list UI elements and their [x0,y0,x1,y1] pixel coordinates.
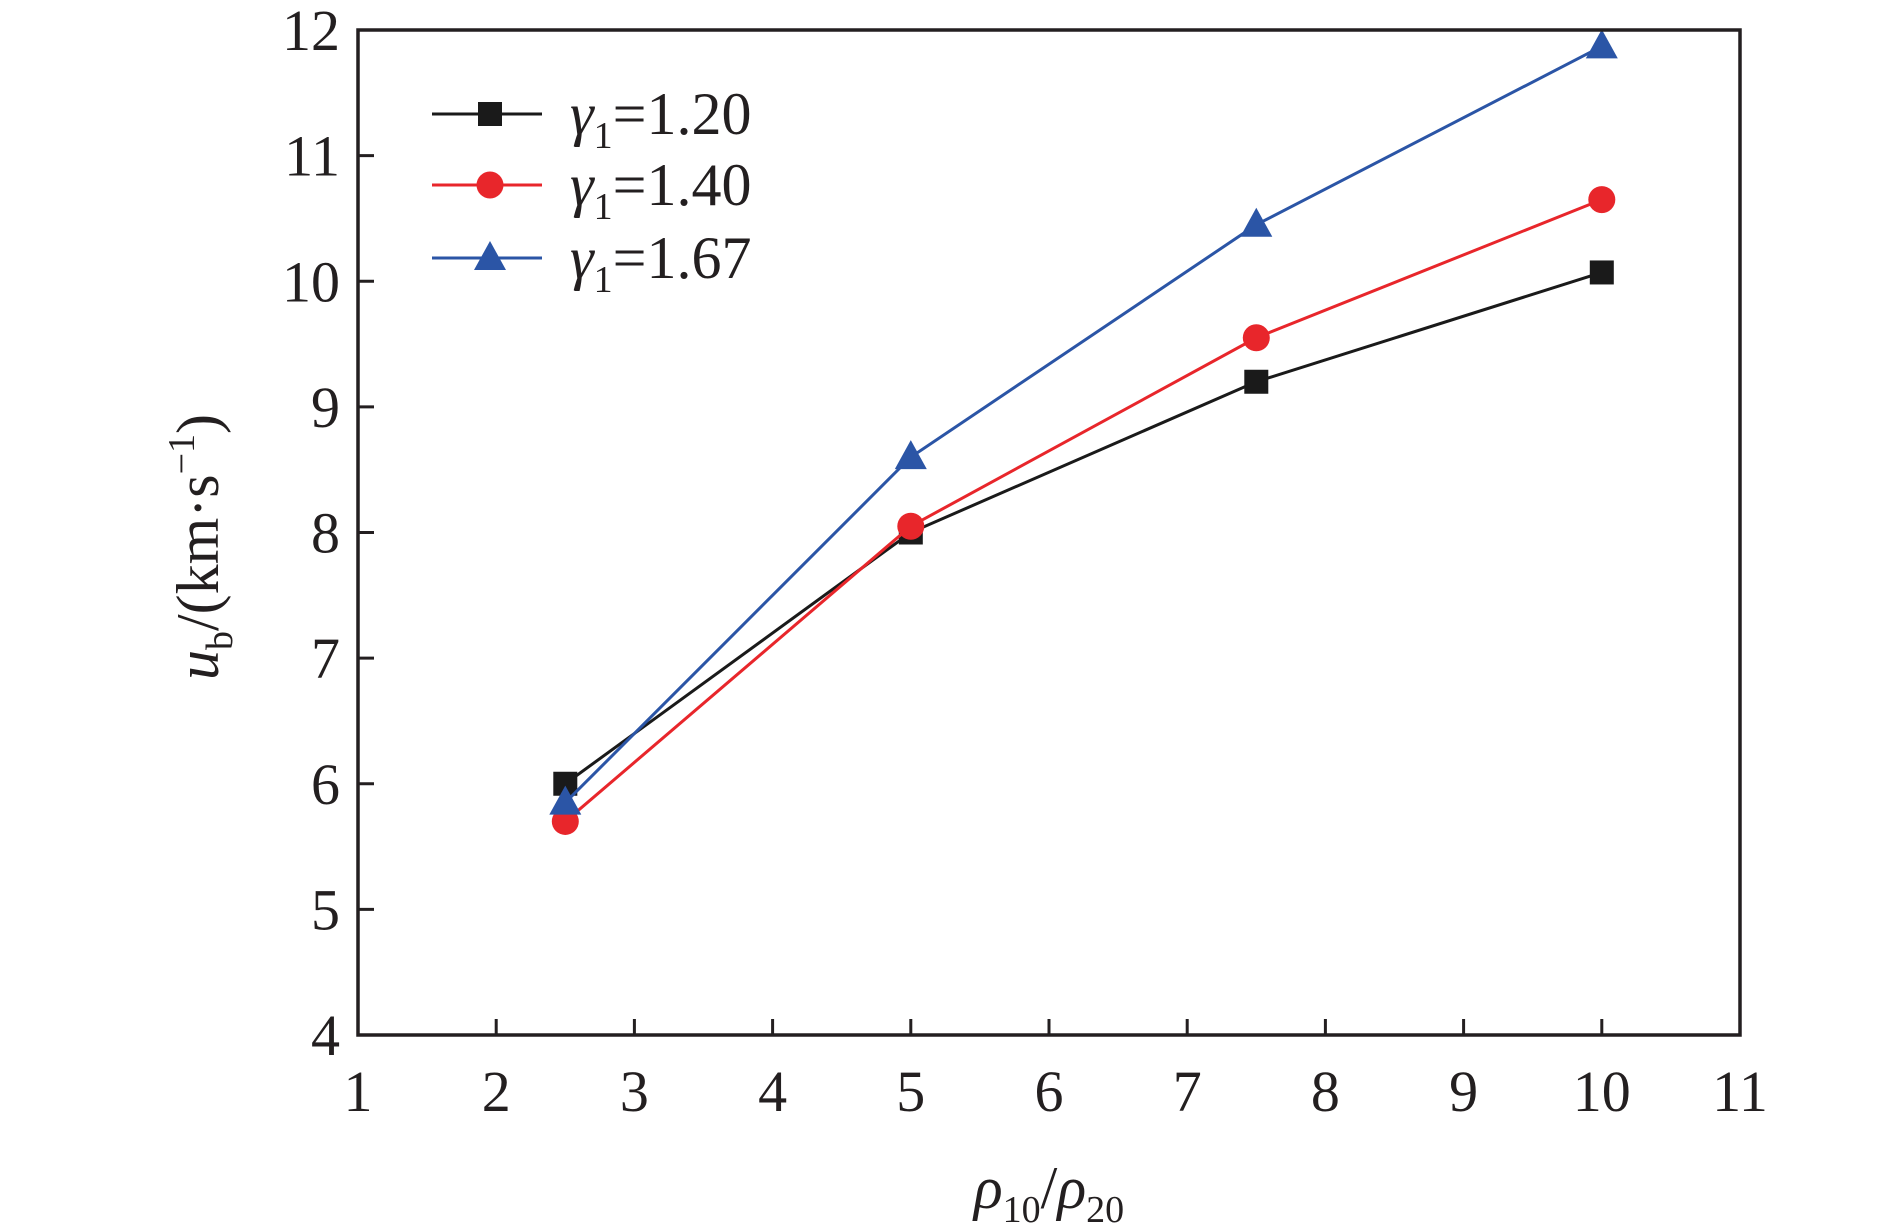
data-point [1585,29,1618,59]
y-tick-label: 8 [311,501,340,566]
data-point [1242,324,1270,352]
series-line [564,198,1603,823]
x-tick-label: 10 [1573,1059,1631,1124]
legend-marker [476,171,504,199]
legend-item: γ1=1.40 [432,152,752,228]
data-point [1244,369,1269,394]
data-point [894,440,927,470]
series-line [564,271,1603,785]
y-tick-label: 12 [282,0,340,63]
x-tick-label: 9 [1449,1059,1478,1124]
y-tick-label: 10 [282,249,340,314]
legend-item: γ1=1.67 [432,225,752,301]
x-tick-label: 1 [344,1059,373,1124]
legend-label: γ1=1.67 [570,225,752,301]
data-point [551,807,579,835]
data-point [549,785,582,815]
data-point [1588,186,1616,214]
x-tick-label: 3 [620,1059,649,1124]
series-layer [549,29,1618,835]
plot-frame [356,28,1742,1037]
y-tick-label: 4 [311,1003,340,1068]
data-point [1240,207,1273,237]
series-3 [549,29,1618,815]
x-tick-label: 11 [1712,1059,1768,1124]
data-point [1589,260,1614,285]
x-tick-label: 6 [1035,1059,1064,1124]
x-tick-label: 2 [482,1059,511,1124]
legend-label: γ1=1.20 [570,81,752,157]
x-tick-label: 4 [758,1059,787,1124]
y-tick-label: 9 [311,375,340,440]
x-tick-label: 7 [1173,1059,1202,1124]
series-2 [551,186,1616,835]
data-point [897,512,925,540]
y-tick-label: 11 [284,124,340,189]
x-tick-label: 5 [896,1059,925,1124]
x-axis-title: ρ10/ρ20 [972,1155,1124,1223]
legend-label: γ1=1.40 [570,152,752,228]
y-tick-label: 5 [311,877,340,942]
y-tick-label: 7 [311,626,340,691]
y-axis-title: ub/(km·s−1) [161,414,241,680]
legend-item: γ1=1.20 [432,81,752,157]
x-tick-label: 8 [1311,1059,1340,1124]
series-line [564,44,1603,804]
legend-marker [478,102,502,126]
y-tick-label: 6 [311,752,340,817]
legend-marker [474,241,506,270]
